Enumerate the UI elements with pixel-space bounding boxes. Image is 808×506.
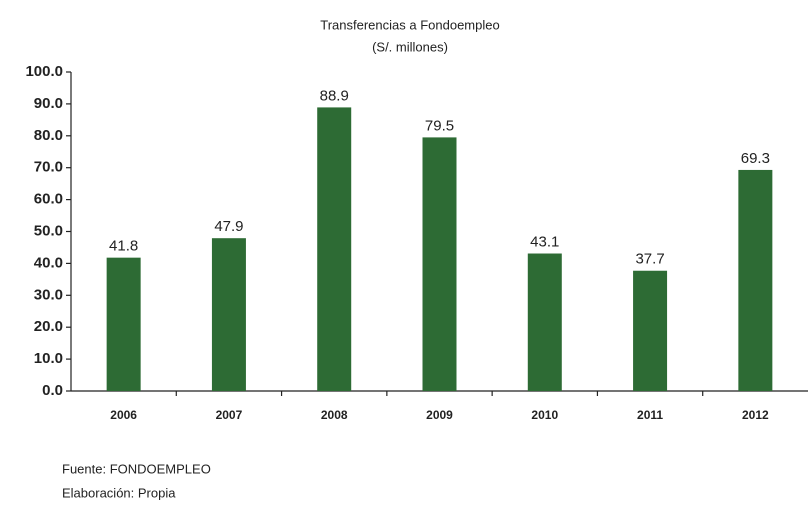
bar — [738, 169, 773, 391]
x-tick-label: 2008 — [321, 408, 348, 422]
credit-note: Elaboración: Propia — [62, 485, 176, 500]
y-tick-label: 30.0 — [34, 286, 63, 303]
y-tick-label: 10.0 — [34, 350, 63, 367]
chart-subtitle: (S/. millones) — [372, 39, 448, 54]
bar — [527, 253, 562, 391]
y-tick-label: 100.0 — [25, 63, 63, 80]
value-label: 37.7 — [635, 251, 664, 268]
bar — [422, 137, 457, 391]
chart-title: Transferencias a Fondoempleo — [320, 17, 499, 32]
y-tick-label: 50.0 — [34, 222, 63, 239]
x-tick-label: 2006 — [110, 408, 137, 422]
x-tick-label: 2011 — [637, 408, 663, 422]
value-label: 69.3 — [741, 150, 770, 167]
bar — [633, 270, 668, 391]
y-tick-label: 0.0 — [42, 382, 63, 399]
bar — [106, 257, 141, 391]
x-tick-label: 2009 — [426, 408, 453, 422]
y-tick-label: 60.0 — [34, 191, 63, 208]
bar — [317, 107, 352, 391]
x-tick-label: 2010 — [531, 408, 558, 422]
y-tick-label: 20.0 — [34, 318, 63, 335]
bar — [211, 238, 246, 391]
y-tick-label: 80.0 — [34, 127, 63, 144]
value-label: 88.9 — [320, 87, 349, 104]
x-tick-label: 2012 — [742, 408, 769, 422]
source-note: Fuente: FONDOEMPLEO — [62, 461, 211, 476]
value-label: 79.5 — [425, 117, 454, 134]
y-tick-label: 70.0 — [34, 159, 63, 176]
x-tick-label: 2007 — [216, 408, 243, 422]
y-tick-label: 40.0 — [34, 254, 63, 271]
y-tick-label: 90.0 — [34, 95, 63, 112]
value-label: 43.1 — [530, 233, 559, 250]
value-label: 47.9 — [214, 218, 243, 235]
value-label: 41.8 — [109, 238, 138, 255]
